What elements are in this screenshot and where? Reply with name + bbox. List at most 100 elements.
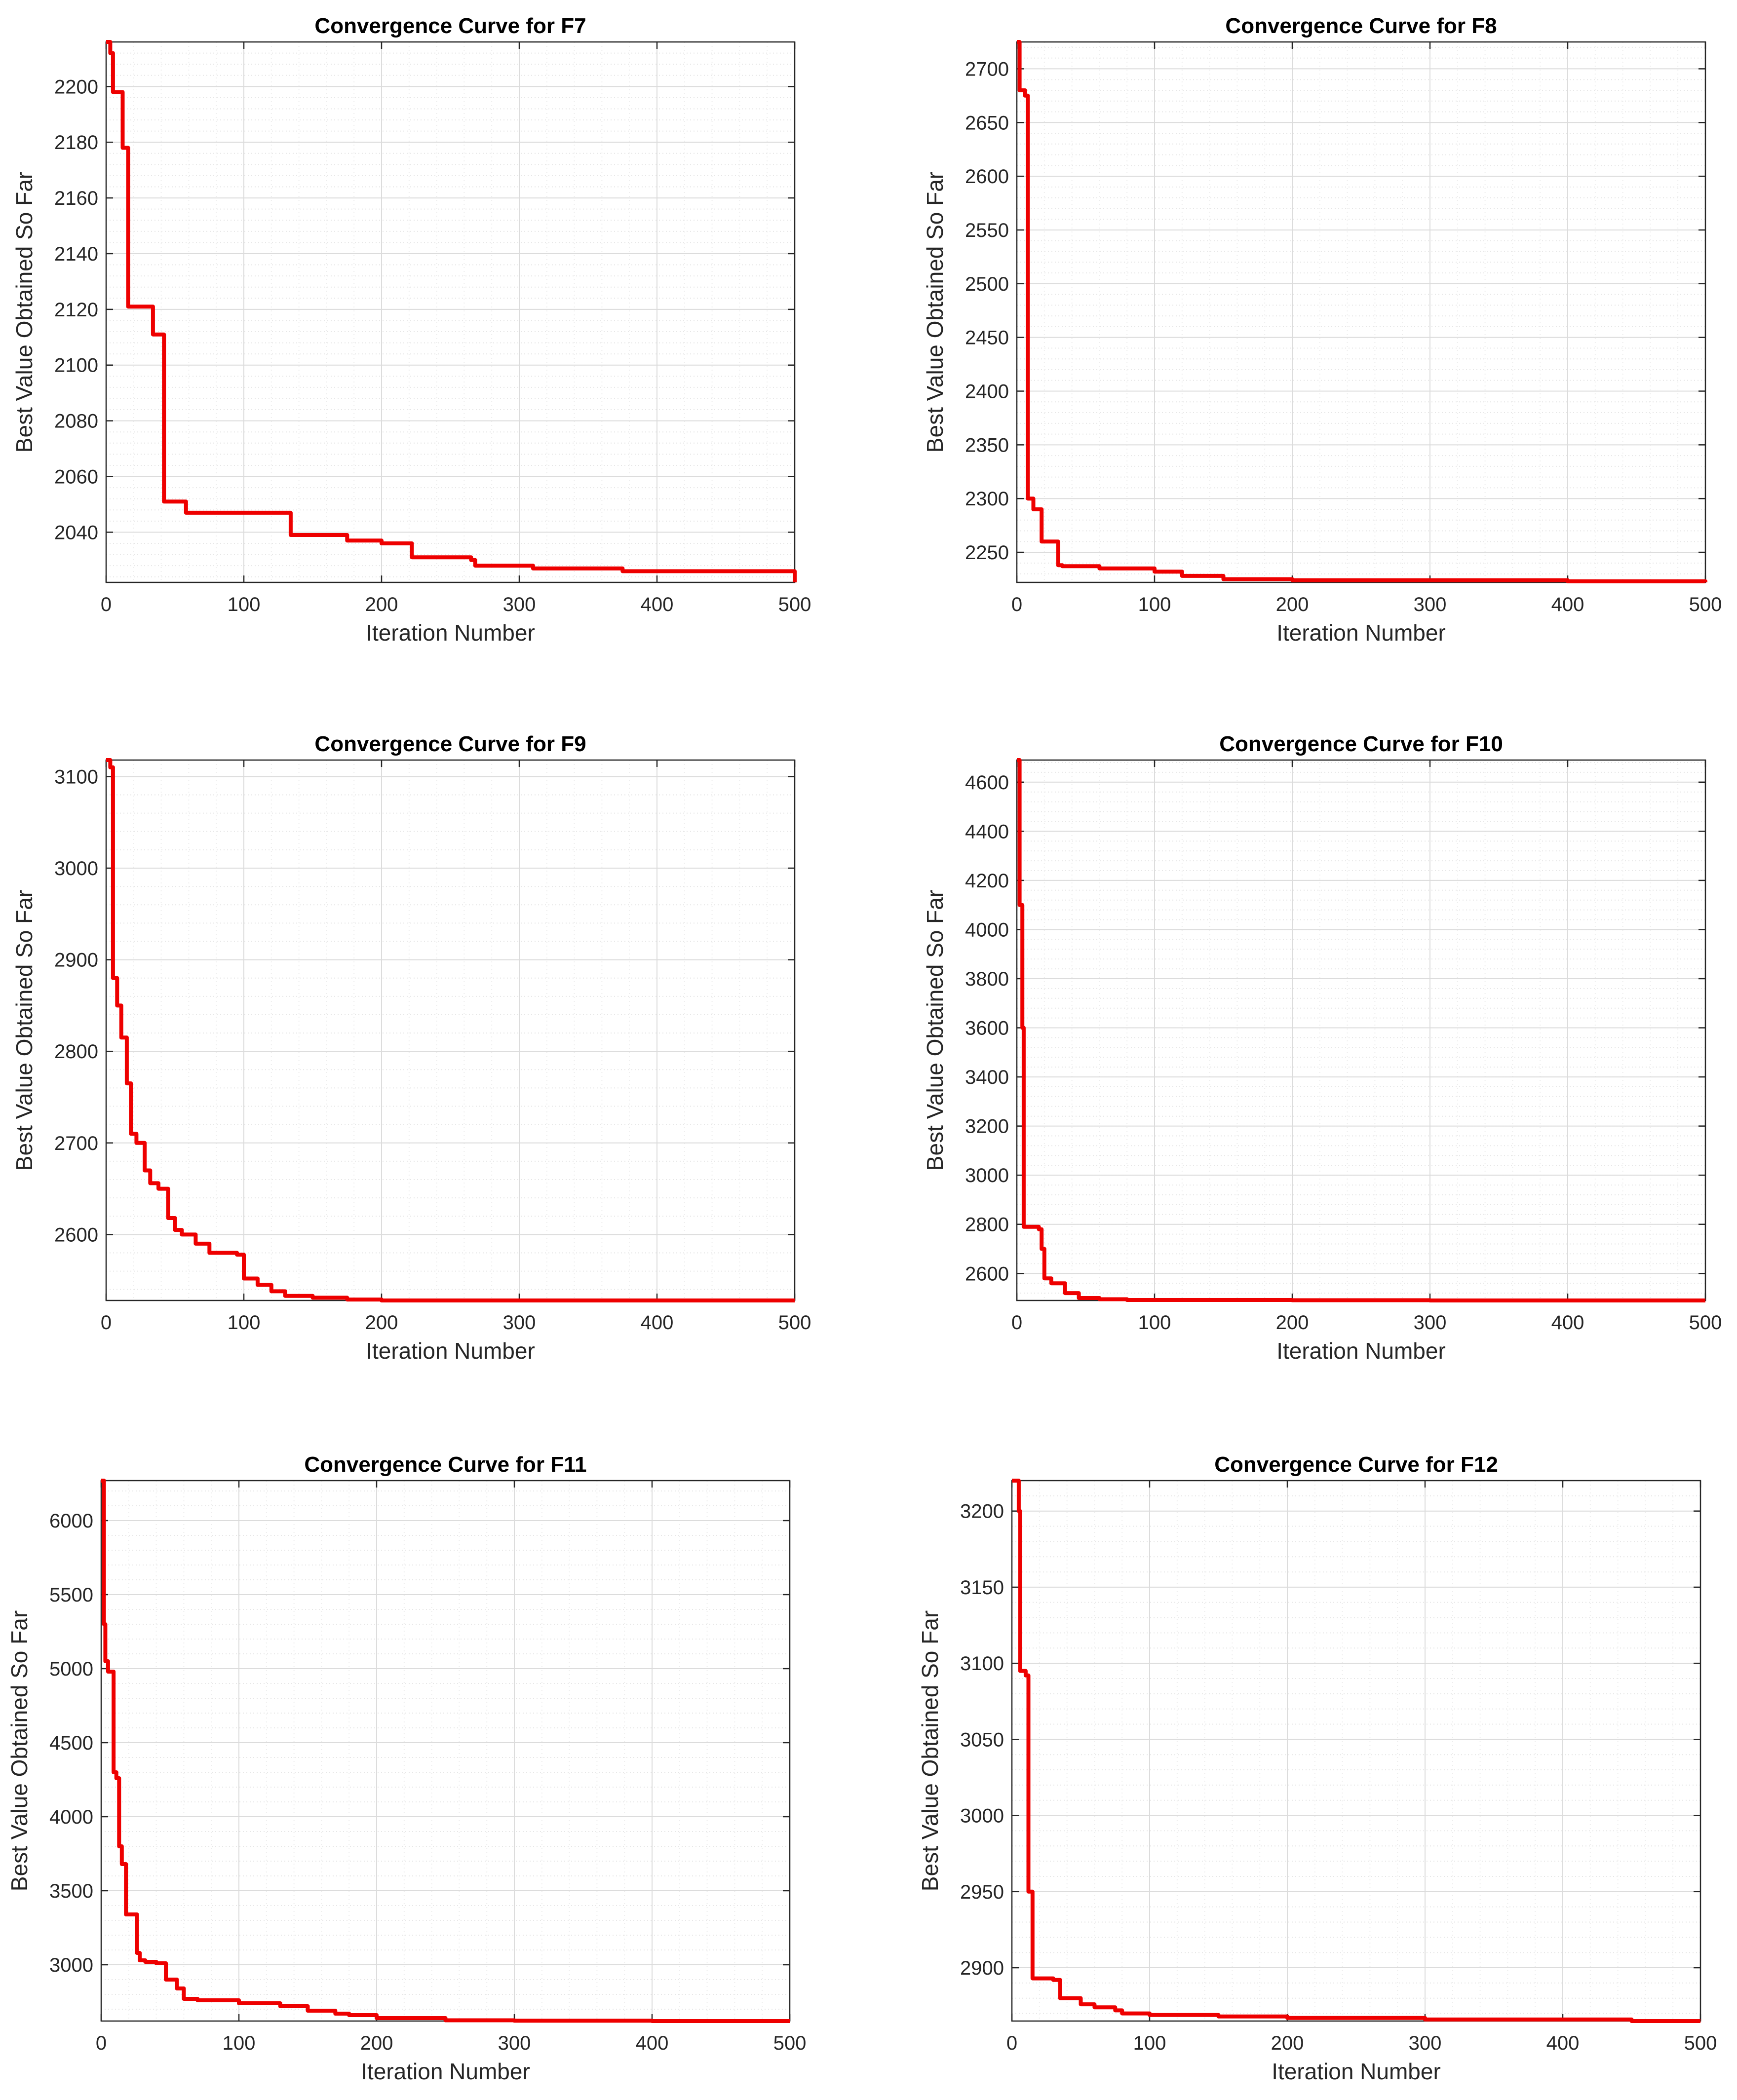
y-tick-label: 3000: [960, 1805, 1004, 1827]
plot-area: [106, 760, 795, 1300]
x-tick-label: 100: [228, 1312, 261, 1334]
y-axis-label: Best Value Obtained So Far: [11, 172, 37, 453]
x-tick-label: 100: [1138, 594, 1171, 615]
y-tick-label: 3000: [965, 1165, 1009, 1186]
x-tick-label: 500: [1689, 594, 1722, 615]
y-axis-label: Best Value Obtained So Far: [917, 1610, 943, 1891]
y-axis-label: Best Value Obtained So Far: [11, 890, 37, 1171]
y-tick-label: 2600: [965, 1263, 1009, 1285]
y-tick-label: 2060: [54, 466, 98, 488]
x-tick-label: 500: [778, 594, 811, 615]
y-tick-label: 2140: [54, 243, 98, 265]
y-tick-label: 2900: [960, 1957, 1004, 1979]
x-tick-label: 200: [365, 594, 398, 615]
x-tick-label: 200: [365, 1312, 398, 1334]
x-tick-label: 500: [778, 1312, 811, 1334]
x-tick-label: 0: [1006, 2032, 1017, 2054]
y-tick-label: 5000: [49, 1658, 93, 1680]
subplot-1: 0 100 200 300 400 500 2040 2060 2080 2100 2120 2140…: [11, 14, 811, 646]
plot-area: [1017, 760, 1705, 1300]
y-tick-label: 2900: [54, 950, 98, 971]
y-axis-label: Best Value Obtained So Far: [6, 1610, 32, 1891]
y-tick-label: 6000: [49, 1510, 93, 1532]
y-tick-label: 3100: [960, 1653, 1004, 1675]
x-tick-label: 200: [1271, 2032, 1304, 2054]
y-tick-label: 3500: [49, 1880, 93, 1902]
y-tick-label: 2400: [965, 381, 1009, 403]
y-tick-label: 2600: [965, 166, 1009, 188]
y-axis-label: Best Value Obtained So Far: [922, 172, 948, 453]
x-axis-label: Iteration Number: [366, 1338, 535, 1364]
x-tick-label: 300: [1414, 594, 1447, 615]
x-tick-label: 500: [773, 2032, 807, 2054]
subplot-6: 0 100 200 300 400 500 2900 2950 3000 3050 3100 3150…: [917, 1452, 1717, 2084]
chart-title: Convergence Curve for F7: [314, 14, 586, 38]
y-tick-label: 2180: [54, 132, 98, 153]
x-tick-label: 100: [223, 2032, 256, 2054]
y-tick-label: 5500: [49, 1584, 93, 1606]
x-axis-label: Iteration Number: [361, 2059, 530, 2084]
x-tick-label: 400: [1551, 594, 1584, 615]
x-tick-label: 200: [1276, 1312, 1309, 1334]
x-tick-label: 400: [636, 2032, 669, 2054]
subplot-3: 0 100 200 300 400 500 2600 2700 2800 2900 3000 3100…: [11, 732, 811, 1364]
y-tick-label: 3600: [965, 1018, 1009, 1039]
x-tick-label: 300: [503, 594, 536, 615]
x-tick-label: 100: [1138, 1312, 1171, 1334]
x-axis-label: Iteration Number: [1272, 2059, 1441, 2084]
y-tick-label: 4600: [965, 772, 1009, 794]
x-tick-label: 300: [1414, 1312, 1447, 1334]
x-axis-label: Iteration Number: [1276, 620, 1446, 646]
y-tick-label: 2080: [54, 411, 98, 432]
axes-box: [1016, 41, 1706, 583]
x-tick-label: 200: [1276, 594, 1309, 615]
y-axis-label: Best Value Obtained So Far: [922, 890, 948, 1171]
y-tick-label: 2250: [965, 542, 1009, 564]
y-tick-label: 2700: [965, 58, 1009, 80]
plot-area: [1012, 1481, 1700, 2021]
y-tick-label: 4000: [49, 1806, 93, 1828]
axes-box: [105, 41, 796, 583]
y-tick-label: 3200: [965, 1116, 1009, 1138]
x-tick-label: 300: [503, 1312, 536, 1334]
chart-title: Convergence Curve for F8: [1225, 14, 1497, 38]
x-tick-label: 100: [228, 594, 261, 615]
y-tick-label: 4400: [965, 821, 1009, 842]
subplot-2: 0 100 200 300 400 500 2250 2300 2350 2400 2450 2500…: [922, 14, 1722, 646]
series-line: [101, 1479, 790, 2023]
x-tick-label: 0: [1011, 1312, 1022, 1334]
y-tick-label: 3200: [960, 1501, 1004, 1523]
series-line: [106, 758, 795, 1302]
y-tick-label: 3150: [960, 1577, 1004, 1599]
series-line: [1012, 1479, 1700, 2023]
y-tick-label: 2550: [965, 220, 1009, 241]
y-tick-label: 3000: [54, 858, 98, 879]
x-tick-label: 300: [1409, 2032, 1442, 2054]
chart-title: Convergence Curve for F9: [314, 732, 586, 756]
y-tick-label: 2800: [965, 1214, 1009, 1236]
plot-area: [1017, 42, 1705, 582]
y-tick-label: 2200: [54, 76, 98, 98]
y-tick-label: 2950: [960, 1881, 1004, 1903]
subplot-4: 0 100 200 300 400 500 2600 2800 3000 3200 3400 3600…: [922, 732, 1722, 1364]
y-tick-label: 2450: [965, 327, 1009, 349]
y-tick-label: 3800: [965, 968, 1009, 990]
axes-box: [1011, 1480, 1701, 2022]
x-tick-label: 100: [1133, 2032, 1166, 2054]
series-line: [106, 40, 797, 582]
chart-title: Convergence Curve for F12: [1214, 1452, 1498, 1477]
chart-title: Convergence Curve for F11: [304, 1452, 586, 1477]
y-tick-label: 2120: [54, 299, 98, 321]
y-tick-label: 2100: [54, 355, 98, 377]
x-axis-label: Iteration Number: [366, 620, 535, 646]
x-tick-label: 400: [641, 1312, 674, 1334]
y-tick-label: 4200: [965, 870, 1009, 892]
x-tick-label: 400: [1551, 1312, 1584, 1334]
x-tick-label: 0: [1011, 594, 1022, 615]
y-tick-label: 2600: [54, 1224, 98, 1246]
x-tick-label: 500: [1684, 2032, 1717, 2054]
x-tick-label: 400: [641, 594, 674, 615]
y-tick-label: 3000: [49, 1954, 93, 1976]
y-tick-label: 2350: [965, 434, 1009, 456]
